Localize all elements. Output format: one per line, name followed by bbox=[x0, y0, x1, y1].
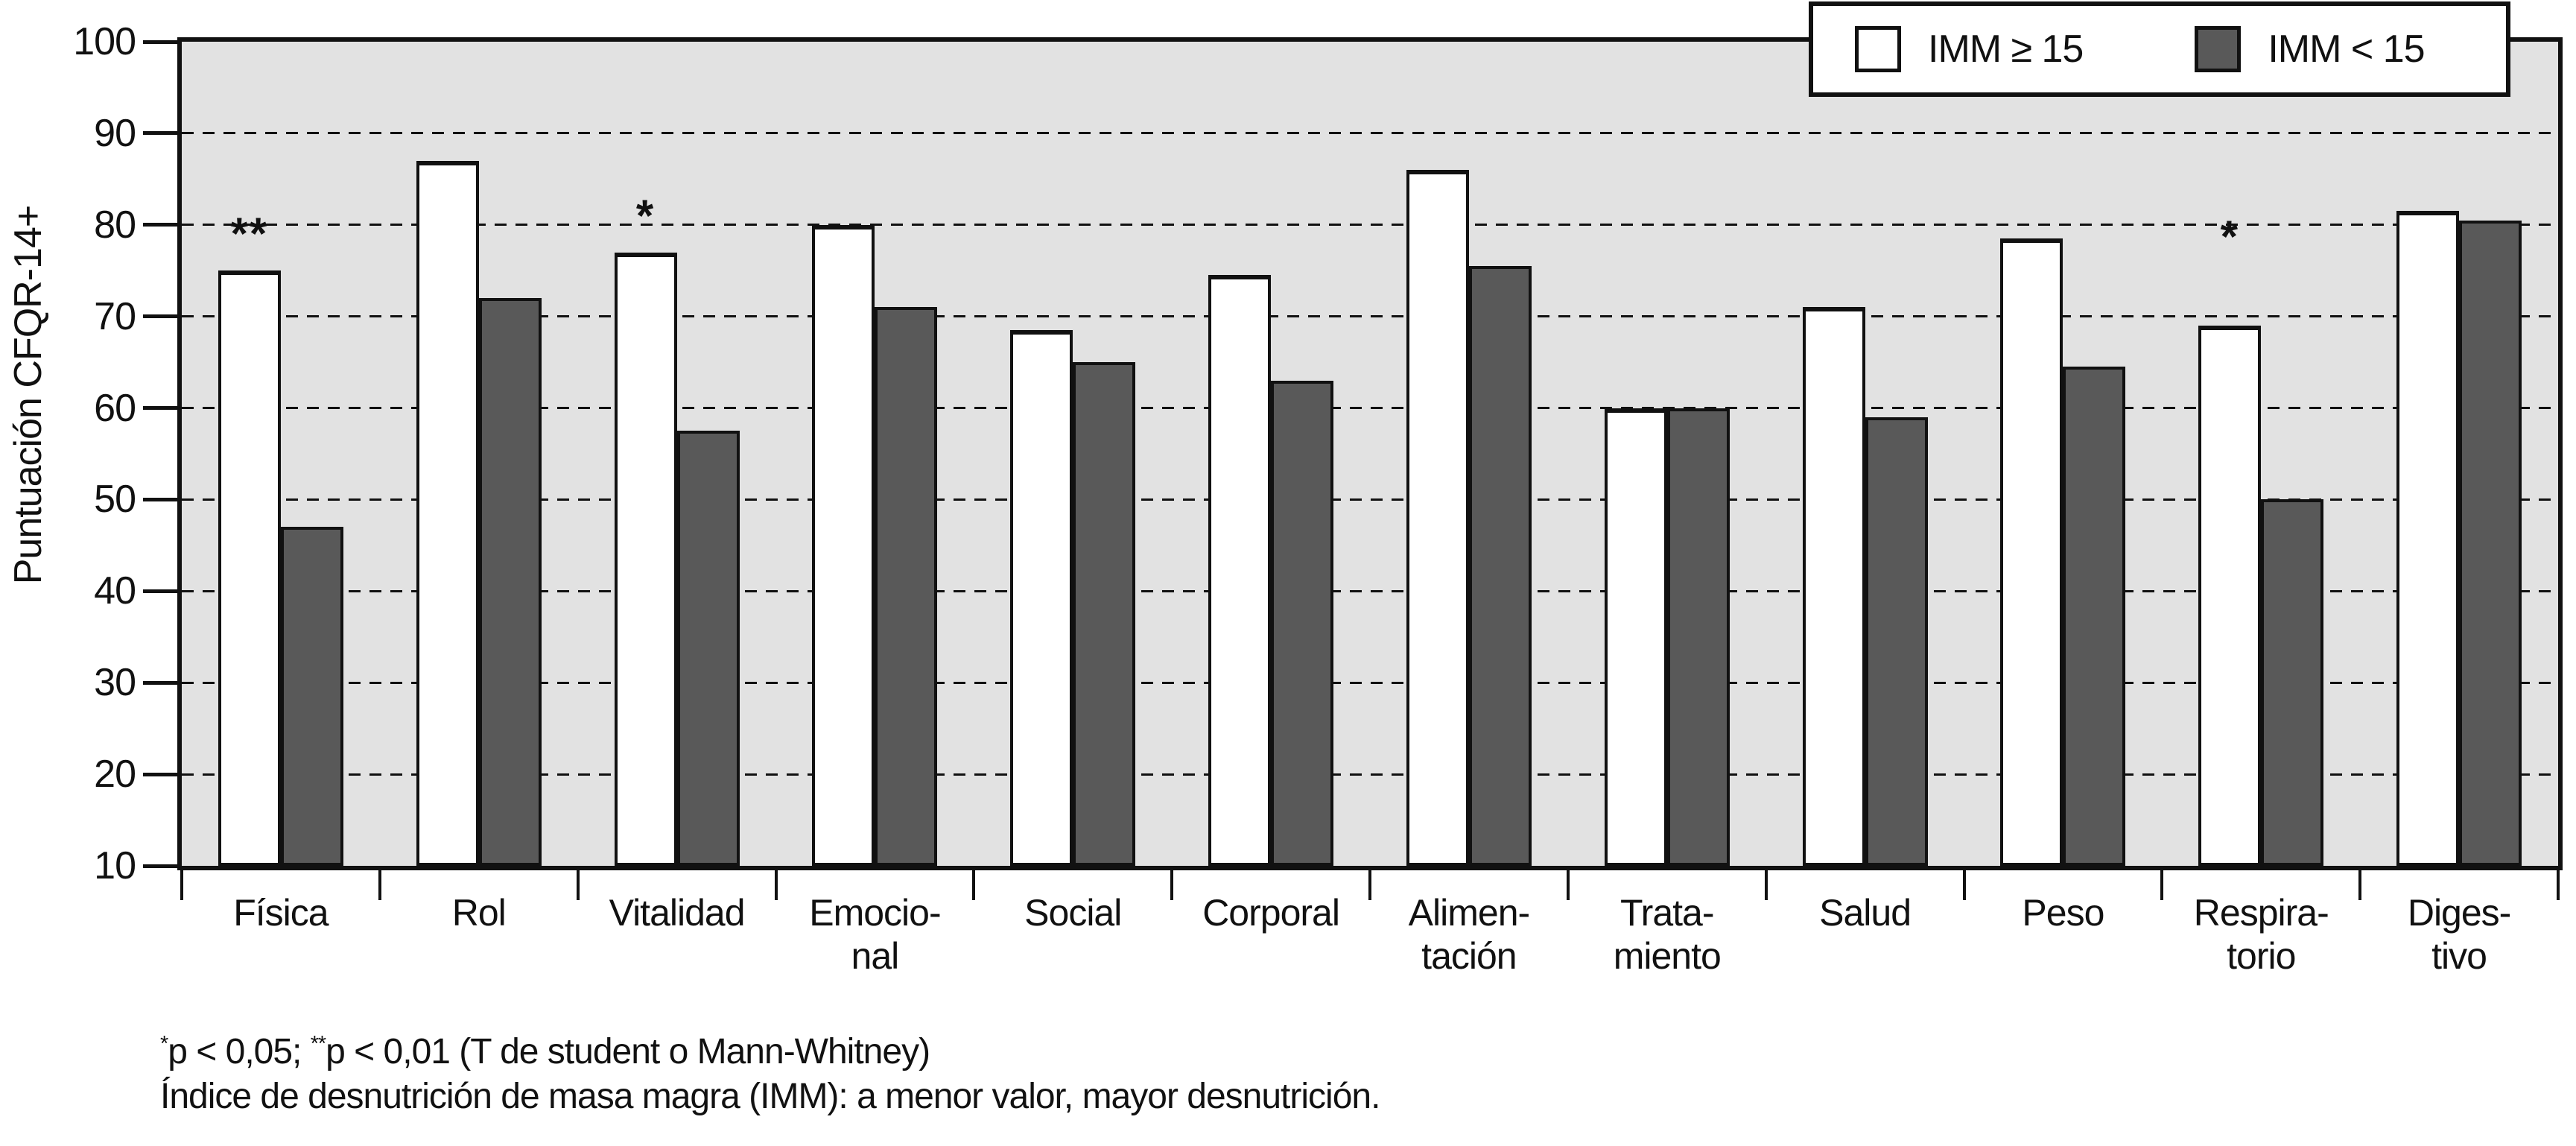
bar-imm-lt-15-social bbox=[1073, 362, 1136, 866]
y-tick-80 bbox=[143, 223, 177, 227]
x-boundary-tick-7 bbox=[1566, 870, 1570, 900]
footnote-p005: p < 0,05; bbox=[168, 1032, 311, 1071]
bar-imm-ge-15-respira-torio bbox=[2198, 325, 2262, 866]
x-category-label-salud: Salud bbox=[1819, 892, 1912, 934]
bar-imm-ge-15-social bbox=[1010, 330, 1073, 866]
bar-imm-ge-15-alimen-tación bbox=[1406, 170, 1469, 866]
x-category-label-emocio-nal: Emocio-nal bbox=[809, 892, 941, 977]
bar-imm-lt-15-física bbox=[280, 527, 343, 866]
x-boundary-tick-2 bbox=[576, 870, 580, 900]
y-tick-label-80: 80 bbox=[94, 203, 136, 247]
bar-imm-ge-15-peso bbox=[2000, 238, 2063, 866]
bar-imm-ge-15-salud bbox=[1802, 307, 1865, 866]
y-tick-label-30: 30 bbox=[94, 661, 136, 705]
bar-imm-ge-15-física bbox=[218, 270, 281, 866]
gridline-60 bbox=[182, 407, 2558, 410]
legend-swatch-imm-ge-15 bbox=[1855, 26, 1901, 72]
x-boundary-tick-9 bbox=[1962, 870, 1966, 900]
significance-mark-física: ** bbox=[230, 209, 269, 259]
footnote-sup-single-asterisk: * bbox=[160, 1032, 168, 1056]
bar-imm-lt-15-salud bbox=[1865, 417, 1928, 866]
bar-imm-lt-15-alimen-tación bbox=[1468, 266, 1532, 866]
x-category-label-peso: Peso bbox=[2022, 892, 2104, 934]
plot-area: ** * * bbox=[177, 37, 2563, 870]
x-boundary-tick-1 bbox=[378, 870, 381, 900]
x-category-label-social: Social bbox=[1024, 892, 1122, 934]
bar-imm-ge-15-diges-tivo bbox=[2396, 211, 2460, 866]
footnote-significance: *p < 0,05; **p < 0,01 (T de student o Ma… bbox=[160, 1030, 1380, 1074]
y-tick-label-10: 10 bbox=[94, 844, 136, 887]
footnote-p001: p < 0,01 (T de student o Mann-Whitney) bbox=[326, 1032, 930, 1071]
gridline-20 bbox=[182, 773, 2558, 776]
gridline-50 bbox=[182, 498, 2558, 501]
x-boundary-tick-8 bbox=[1764, 870, 1768, 900]
y-tick-label-100: 100 bbox=[73, 20, 136, 63]
bar-imm-ge-15-corporal bbox=[1208, 275, 1272, 866]
legend-label-imm-lt-15: IMM < 15 bbox=[2268, 28, 2425, 71]
x-category-label-física: Física bbox=[233, 892, 329, 934]
bar-imm-lt-15-vitalidad bbox=[676, 431, 740, 866]
gridline-80 bbox=[182, 224, 2558, 227]
y-tick-50 bbox=[143, 497, 177, 501]
y-tick-60 bbox=[143, 406, 177, 411]
bar-imm-lt-15-diges-tivo bbox=[2459, 220, 2522, 866]
bar-imm-ge-15-vitalidad bbox=[614, 252, 677, 866]
x-category-label-vitalidad: Vitalidad bbox=[609, 892, 746, 934]
bar-imm-lt-15-peso bbox=[2063, 367, 2126, 866]
x-category-label-alimen-tación: Alimen-tación bbox=[1408, 892, 1530, 977]
footnotes: *p < 0,05; **p < 0,01 (T de student o Ma… bbox=[160, 1030, 1380, 1119]
footnote-imm-definition: Índice de desnutrición de masa magra (IM… bbox=[160, 1077, 1380, 1116]
x-category-label-diges-tivo: Diges-tivo bbox=[2407, 892, 2511, 977]
gridline-70 bbox=[182, 315, 2558, 318]
x-category-label-respira-torio: Respira-torio bbox=[2193, 892, 2329, 977]
legend: IMM ≥ 15 IMM < 15 bbox=[1809, 1, 2510, 97]
y-tick-100 bbox=[143, 39, 177, 44]
bar-imm-ge-15-emocio-nal bbox=[812, 224, 875, 866]
bar-imm-lt-15-respira-torio bbox=[2261, 499, 2324, 866]
gridline-40 bbox=[182, 589, 2558, 592]
x-category-label-corporal: Corporal bbox=[1202, 892, 1340, 934]
legend-label-imm-ge-15: IMM ≥ 15 bbox=[1928, 28, 2084, 71]
gridline-90 bbox=[182, 132, 2558, 135]
x-boundary-tick-4 bbox=[972, 870, 976, 900]
bar-imm-lt-15-trata-miento bbox=[1666, 408, 1730, 866]
x-category-label-rol: Rol bbox=[451, 892, 507, 934]
bar-imm-lt-15-rol bbox=[478, 298, 542, 866]
y-tick-label-60: 60 bbox=[94, 386, 136, 430]
x-boundary-tick-12 bbox=[2557, 870, 2560, 900]
y-tick-70 bbox=[143, 314, 177, 319]
y-tick-10 bbox=[143, 864, 177, 868]
x-boundary-tick-3 bbox=[774, 870, 778, 900]
y-tick-label-40: 40 bbox=[94, 569, 136, 613]
bar-imm-lt-15-emocio-nal bbox=[875, 307, 938, 866]
bar-imm-ge-15-rol bbox=[416, 160, 479, 866]
y-tick-label-70: 70 bbox=[94, 294, 136, 338]
y-tick-label-20: 20 bbox=[94, 753, 136, 797]
y-tick-90 bbox=[143, 131, 177, 136]
significance-mark-respira-torio: * bbox=[2220, 211, 2239, 262]
x-category-label-trata-miento: Trata-miento bbox=[1613, 892, 1722, 977]
x-boundary-tick-0 bbox=[180, 870, 183, 900]
x-boundary-tick-11 bbox=[2358, 870, 2362, 900]
y-tick-30 bbox=[143, 680, 177, 685]
bar-imm-ge-15-trata-miento bbox=[1604, 408, 1667, 866]
bar-imm-lt-15-corporal bbox=[1271, 380, 1334, 866]
y-tick-20 bbox=[143, 772, 177, 776]
x-boundary-tick-5 bbox=[1170, 870, 1174, 900]
y-tick-label-50: 50 bbox=[94, 478, 136, 522]
x-boundary-tick-10 bbox=[2160, 870, 2164, 900]
x-boundary-tick-6 bbox=[1368, 870, 1371, 900]
gridline-30 bbox=[182, 681, 2558, 684]
legend-swatch-imm-lt-15 bbox=[2195, 26, 2242, 72]
footnote-sup-double-asterisk: ** bbox=[310, 1032, 326, 1056]
y-tick-label-90: 90 bbox=[94, 111, 136, 155]
y-tick-40 bbox=[143, 589, 177, 593]
significance-mark-vitalidad: * bbox=[635, 190, 656, 241]
